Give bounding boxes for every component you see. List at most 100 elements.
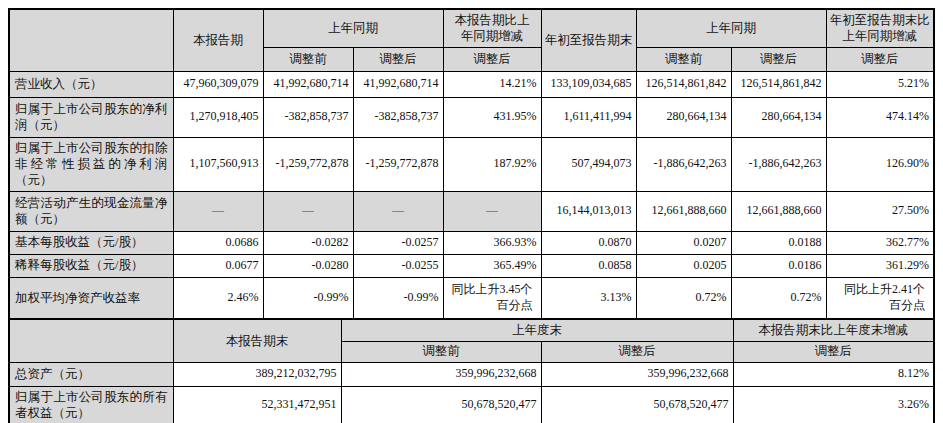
cell-value: 126,514,861,842 bbox=[636, 71, 731, 97]
header-prior-year-same-period-2: 上年同期 bbox=[636, 9, 826, 47]
cell-value: 1,270,918,405 bbox=[173, 97, 263, 137]
cell-value: 8.12% bbox=[733, 362, 934, 386]
header-change-vs-prior-year-end: 本报告期末比上年度末增减 bbox=[733, 319, 934, 341]
subheader-after-adjust: 调整后 bbox=[733, 341, 934, 362]
cell-note: 同比上升3.45个百分点 bbox=[443, 277, 541, 319]
cell-value: 361.29% bbox=[826, 254, 934, 277]
cell-dash: — bbox=[353, 191, 443, 231]
header-prior-year-same-period: 上年同期 bbox=[263, 9, 443, 47]
table-row-diluted-eps: 稀释每股收益（元/股） 0.0677 -0.0280 -0.0255 365.4… bbox=[9, 254, 934, 277]
row-label: 归属于上市公司股东的扣除非经常性损益的净利润（元） bbox=[9, 137, 173, 191]
table-row-total-assets: 总资产（元） 389,212,032,795 359,996,232,668 3… bbox=[9, 362, 934, 386]
cell-value: 507,494,073 bbox=[541, 137, 636, 191]
row-label: 加权平均净资产收益率 bbox=[9, 277, 173, 319]
cell-value: 365.49% bbox=[443, 254, 541, 277]
cell-value: 50,678,520,477 bbox=[541, 386, 733, 423]
cell-value: -1,886,642,263 bbox=[636, 137, 731, 191]
cell-value: 389,212,032,795 bbox=[173, 362, 341, 386]
table-header-row: 本报告期 上年同期 本报告期比上年同期增减 年初至报告期末 上年同期 年初至报告… bbox=[9, 9, 934, 47]
cell-value: -1,259,772,878 bbox=[263, 137, 353, 191]
table-row-operating-cash-flow: 经营活动产生的现金流量净额（元） — — — — 16,144,013,013 … bbox=[9, 191, 934, 231]
period-end-balance-table: 本报告期末 上年度末 本报告期末比上年度末增减 调整前 调整后 调整后 总资产（… bbox=[8, 318, 935, 423]
cell-value: 133,109,034,685 bbox=[541, 71, 636, 97]
header-prior-year-end: 上年度末 bbox=[341, 319, 733, 341]
header-ytd: 年初至报告期末 bbox=[541, 9, 636, 71]
cell-value: 0.72% bbox=[636, 277, 731, 319]
cell-value: 0.0207 bbox=[636, 231, 731, 254]
table-row-owners-equity: 归属于上市公司股东的所有者权益（元） 52,331,472,951 50,678… bbox=[9, 386, 934, 423]
header-ytd-yoy-change: 年初至报告期末比上年同期增减 bbox=[826, 9, 934, 47]
subheader-before-adjust: 调整前 bbox=[636, 47, 731, 71]
table2-header-row: 本报告期末 上年度末 本报告期末比上年度末增减 bbox=[9, 319, 934, 341]
cell-value: 359,996,232,668 bbox=[541, 362, 733, 386]
row-label: 归属于上市公司股东的净利润（元） bbox=[9, 97, 173, 137]
cell-value: -0.99% bbox=[263, 277, 353, 319]
subheader-before-adjust: 调整前 bbox=[341, 341, 541, 362]
row-label: 稀释每股收益（元/股） bbox=[9, 254, 173, 277]
subheader-after-adjust: 调整后 bbox=[731, 47, 826, 71]
cell-value: -1,259,772,878 bbox=[353, 137, 443, 191]
subheader-after-adjust: 调整后 bbox=[541, 341, 733, 362]
cell-value: 41,992,680,714 bbox=[263, 71, 353, 97]
cell-value: 27.50% bbox=[826, 191, 934, 231]
cell-value: 41,992,680,714 bbox=[353, 71, 443, 97]
cell-value: 362.77% bbox=[826, 231, 934, 254]
cell-value: 187.92% bbox=[443, 137, 541, 191]
header-yoy-change: 本报告期比上年同期增减 bbox=[443, 9, 541, 47]
cell-dash: — bbox=[443, 191, 541, 231]
cell-value: 12,661,888,660 bbox=[636, 191, 731, 231]
header-current-period-end: 本报告期末 bbox=[173, 319, 341, 362]
cell-value: 474.14% bbox=[826, 97, 934, 137]
cell-value: -382,858,737 bbox=[263, 97, 353, 137]
cell-value: 280,664,134 bbox=[731, 97, 826, 137]
table-row-revenue: 营业收入（元） 47,960,309,079 41,992,680,714 41… bbox=[9, 71, 934, 97]
cell-value: 47,960,309,079 bbox=[173, 71, 263, 97]
quarterly-results-table: 本报告期 上年同期 本报告期比上年同期增减 年初至报告期末 上年同期 年初至报告… bbox=[8, 8, 935, 320]
cell-value: -0.0257 bbox=[353, 231, 443, 254]
cell-value: -0.0282 bbox=[263, 231, 353, 254]
subheader-before-adjust: 调整前 bbox=[263, 47, 353, 71]
cell-value: 126.90% bbox=[826, 137, 934, 191]
table-row-net-profit: 归属于上市公司股东的净利润（元） 1,270,918,405 -382,858,… bbox=[9, 97, 934, 137]
corner-blank-cell bbox=[9, 319, 173, 362]
cell-value: -0.0280 bbox=[263, 254, 353, 277]
row-label: 经营活动产生的现金流量净额（元） bbox=[9, 191, 173, 231]
row-label: 营业收入（元） bbox=[9, 71, 173, 97]
cell-value: 0.72% bbox=[731, 277, 826, 319]
cell-value: 431.95% bbox=[443, 97, 541, 137]
cell-value: 50,678,520,477 bbox=[341, 386, 541, 423]
row-label: 总资产（元） bbox=[9, 362, 173, 386]
header-current-period: 本报告期 bbox=[173, 9, 263, 71]
cell-dash: — bbox=[173, 191, 263, 231]
cell-value: -0.0255 bbox=[353, 254, 443, 277]
cell-value: 0.0677 bbox=[173, 254, 263, 277]
row-label: 基本每股收益（元/股） bbox=[9, 231, 173, 254]
cell-value: 0.0205 bbox=[636, 254, 731, 277]
cell-value: -1,886,642,263 bbox=[731, 137, 826, 191]
cell-value: 12,661,888,660 bbox=[731, 191, 826, 231]
subheader-after-adjust: 调整后 bbox=[443, 47, 541, 71]
cell-value: 359,996,232,668 bbox=[341, 362, 541, 386]
report-page: 本报告期 上年同期 本报告期比上年同期增减 年初至报告期末 上年同期 年初至报告… bbox=[0, 0, 943, 423]
cell-value: 366.93% bbox=[443, 231, 541, 254]
cell-value: -0.99% bbox=[353, 277, 443, 319]
table-row-weighted-avg-roe: 加权平均净资产收益率 2.46% -0.99% -0.99% 同比上升3.45个… bbox=[9, 277, 934, 319]
cell-value: 0.0870 bbox=[541, 231, 636, 254]
row-label: 归属于上市公司股东的所有者权益（元） bbox=[9, 386, 173, 423]
cell-value: 0.0186 bbox=[731, 254, 826, 277]
cell-value: -382,858,737 bbox=[353, 97, 443, 137]
cell-note: 同比上升2.41个百分点 bbox=[826, 277, 934, 319]
cell-value: 0.0858 bbox=[541, 254, 636, 277]
cell-value: 5.21% bbox=[826, 71, 934, 97]
subheader-after-adjust: 调整后 bbox=[353, 47, 443, 71]
cell-value: 16,144,013,013 bbox=[541, 191, 636, 231]
cell-value: 1,611,411,994 bbox=[541, 97, 636, 137]
cell-value: 1,107,560,913 bbox=[173, 137, 263, 191]
cell-value: 3.26% bbox=[733, 386, 934, 423]
corner-blank-cell bbox=[9, 9, 173, 71]
cell-value: 0.0188 bbox=[731, 231, 826, 254]
cell-value: 14.21% bbox=[443, 71, 541, 97]
table-row-basic-eps: 基本每股收益（元/股） 0.0686 -0.0282 -0.0257 366.9… bbox=[9, 231, 934, 254]
table-row-net-profit-excl-nonrecurring: 归属于上市公司股东的扣除非经常性损益的净利润（元） 1,107,560,913 … bbox=[9, 137, 934, 191]
cell-value: 3.13% bbox=[541, 277, 636, 319]
